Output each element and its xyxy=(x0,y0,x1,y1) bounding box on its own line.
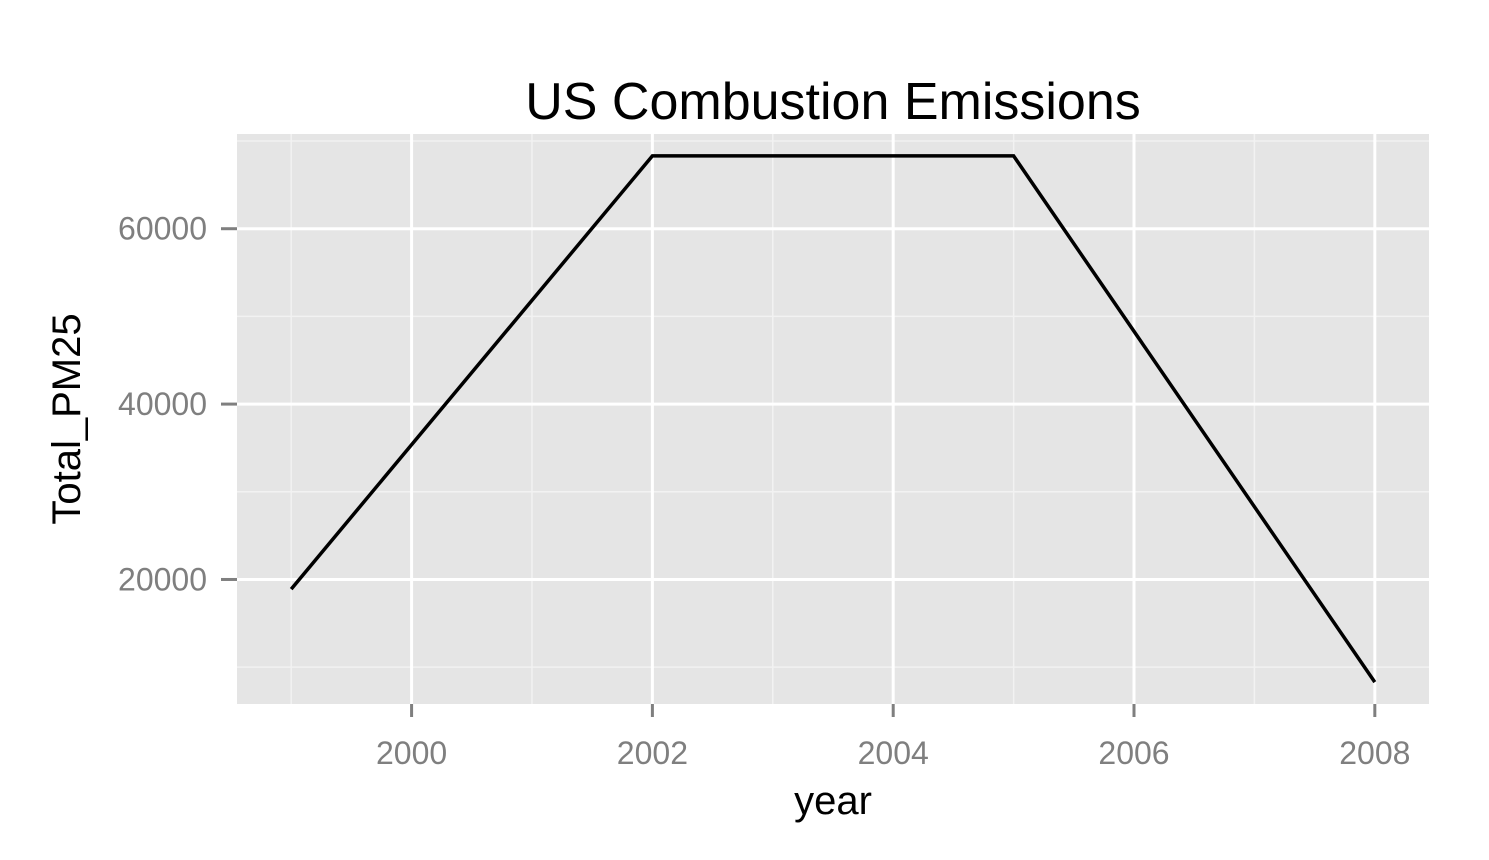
x-tick-label: 2008 xyxy=(1339,735,1410,771)
y-tick-label: 20000 xyxy=(118,561,207,597)
x-tick-label: 2006 xyxy=(1098,735,1169,771)
y-tick-label: 40000 xyxy=(118,386,207,422)
series-layer xyxy=(289,154,1377,684)
y-tick-label: 60000 xyxy=(118,211,207,247)
x-tick-label: 2004 xyxy=(858,735,929,771)
plot-panel xyxy=(237,134,1429,704)
x-tick-label: 2002 xyxy=(617,735,688,771)
y-axis: 20000 40000 60000 xyxy=(118,211,237,597)
y-axis-title: Total_PM25 xyxy=(45,313,89,524)
x-tick-label: 2000 xyxy=(376,735,447,771)
chart-title: US Combustion Emissions xyxy=(525,73,1141,131)
major-gridlines xyxy=(237,134,1429,704)
x-axis: 2000 2002 2004 2006 2008 xyxy=(376,704,1410,771)
series-line xyxy=(289,154,1377,684)
x-axis-title: year xyxy=(794,779,872,823)
